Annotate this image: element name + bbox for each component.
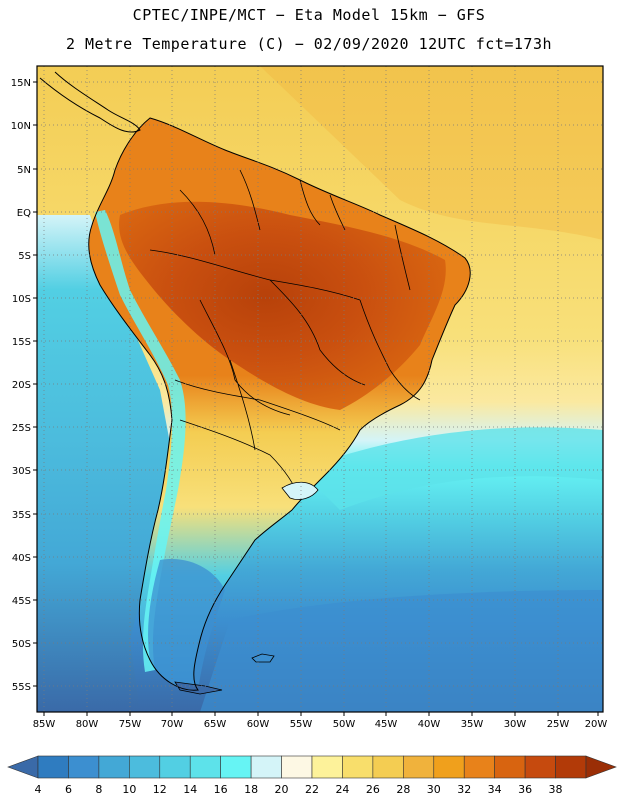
legend-tick-label: 26 [366,783,380,796]
lon-label: 55W [290,719,313,730]
chart-title: CPTEC/INPE/MCT − Eta Model 15km − GFS [132,6,486,24]
legend-swatch [250,755,282,779]
lon-label: 60W [247,719,270,730]
tierra-del-fuego [174,681,223,695]
legend-swatch [403,755,435,779]
legend-swatch [98,755,130,779]
lon-label: 40W [418,719,441,730]
central-america-coast [39,71,141,133]
lon-label: 30W [504,719,527,730]
legend-tick-label: 20 [275,783,289,796]
legend-tick-label: 30 [427,783,441,796]
map-frame [36,65,604,713]
lon-label: 70W [161,719,184,730]
lon-labels: 85W 80W 75W 70W 65W 60W 55W 50W 45W 40W … [33,719,608,730]
andes-cool-strip [95,210,186,672]
legend-arrow-high [585,755,617,779]
falkland-islands [251,653,275,663]
lat-label: 25S [12,423,31,434]
legend-swatch [311,755,343,779]
legend-arrow-low [7,755,39,779]
legend-tick-label: 32 [457,783,471,796]
lon-label: 65W [204,719,227,730]
lon-label: 50W [333,719,356,730]
rio-de-la-plata [281,481,319,500]
coastline [88,117,471,691]
legend-tick-label: 12 [153,783,167,796]
lat-label: EQ [17,208,31,219]
lat-ticks [33,81,37,687]
lat-label: 10S [12,294,31,305]
lat-label: 5S [18,251,31,262]
legend-tick-label: 38 [549,783,563,796]
equatorial-atlantic-warm [260,66,603,240]
legend-swatch [37,755,69,779]
legend-swatch [189,755,221,779]
legend-tick-label: 24 [335,783,349,796]
legend-swatch [129,755,161,779]
lat-label: 45S [12,596,31,607]
legend-swatch [372,755,404,779]
lat-labels: 15N 10N 5N EQ 5S 10S 15S 20S 25S 30S 35S… [11,78,31,693]
legend-tick-label: 8 [95,783,102,796]
chart-subtitle: 2 Metre Temperature (C) − 02/09/2020 12U… [65,35,553,53]
legend-tick-label: 16 [214,783,228,796]
lat-label: 15S [12,337,31,348]
lat-label: 50S [12,639,31,650]
south-atlantic-deep-band [200,590,603,712]
legend-tick-label: 28 [396,783,410,796]
patagonia-cool [148,559,225,690]
legend-swatch [68,755,100,779]
lat-label: 15N [11,78,31,89]
lon-label: 85W [33,719,56,730]
south-atlantic-cool-band [300,427,603,510]
legend-tick-label: 22 [305,783,319,796]
amazon-hot-core [119,201,446,410]
pacific-ocean-field [37,215,175,712]
legend-swatch [463,755,495,779]
legend-swatch [524,755,556,779]
legend-swatch [220,755,252,779]
lat-label: 55S [12,682,31,693]
lon-label: 35W [461,719,484,730]
legend-tick-label: 18 [244,783,258,796]
lon-ticks [43,712,599,716]
lat-label: 5N [17,165,31,176]
legend-swatch [159,755,191,779]
legend-tick-label: 34 [488,783,502,796]
legend-swatch [555,755,587,779]
lat-label: 40S [12,553,31,564]
lon-label: 25W [547,719,570,730]
legend-tick-label: 14 [183,783,197,796]
lon-label: 20W [585,719,608,730]
legend-swatch [433,755,465,779]
lat-label: 35S [12,510,31,521]
lon-label: 75W [119,719,142,730]
legend-tick-label: 10 [122,783,136,796]
legend-tick-label: 36 [518,783,532,796]
legend-swatch [281,755,313,779]
lon-label: 80W [76,719,99,730]
lat-label: 20S [12,380,31,391]
legend-swatch [342,755,374,779]
legend-tick-label: 4 [35,783,42,796]
legend-swatch [494,755,526,779]
legend-tick-label: 6 [65,783,72,796]
lon-label: 45W [375,719,398,730]
lat-label: 30S [12,466,31,477]
color-legend: 4 6 8 10 12 14 16 18 20 22 24 26 28 30 32 34 36 38 [7,755,617,796]
lat-label: 10N [11,121,31,132]
